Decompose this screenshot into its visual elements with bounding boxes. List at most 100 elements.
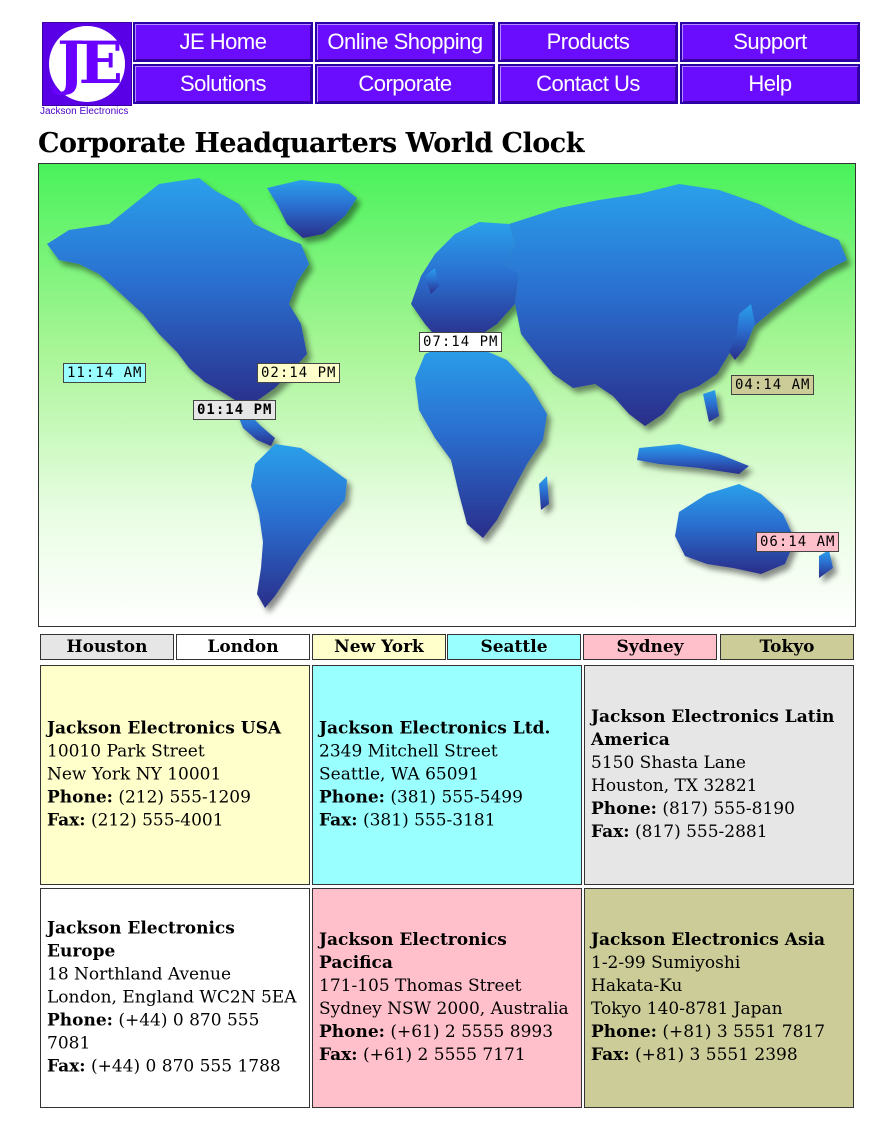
south-america-shape (251, 444, 347, 608)
clock-sydney: 06:14 AM (756, 532, 840, 552)
office-fax: Fax: (212) 555-4001 (47, 810, 303, 833)
fax-number: (+61) 2 5555 7171 (362, 1045, 526, 1065)
phone-number: (817) 555-8190 (662, 799, 795, 819)
office-phone: Phone: (+81) 3 5551 7817 (591, 1021, 847, 1044)
logo-circle (49, 26, 125, 102)
office-fax: Fax: (+81) 3 5551 2398 (591, 1044, 847, 1067)
office-address-line: Seattle, WA 65091 (319, 764, 480, 785)
office-phone: Phone: (381) 555-5499 (319, 787, 575, 810)
clock-seattle: 11:14 AM (63, 363, 147, 383)
japan-shape (729, 304, 755, 360)
office-address-line: Houston, TX 32821 (591, 776, 758, 796)
phone-label: Phone: (47, 1010, 113, 1031)
phone-number: (+44) 0 870 555 7081 (47, 1010, 260, 1054)
clock-london: 07:14 PM (419, 332, 503, 352)
nav-je-home[interactable]: JE Home (133, 22, 313, 62)
fax-label: Fax: (319, 810, 358, 831)
asia-shape (505, 184, 847, 426)
north-america-shape (47, 178, 309, 408)
world-map: 11:14 AM 02:14 PM 01:14 PM 07:14 PM 04:1… (38, 163, 856, 627)
fax-number: (212) 555-4001 (90, 810, 224, 831)
fax-label: Fax: (319, 1045, 358, 1065)
clock-houston: 01:14 PM (193, 400, 277, 420)
uk-shape (425, 268, 439, 294)
fax-label: Fax: (591, 822, 630, 842)
fax-number: (+81) 3 5551 2398 (634, 1045, 798, 1065)
nav-help[interactable]: Help (680, 64, 860, 104)
office-address-line: Sydney NSW 2000, Australia (319, 999, 569, 1019)
office-name: Jackson Electronics Ltd. (319, 718, 551, 739)
office-phone: Phone: (817) 555-8190 (591, 798, 847, 821)
nav-contact-us[interactable]: Contact Us (498, 64, 678, 104)
logo-brand-text: Jackson Electronics (40, 106, 129, 117)
office-card-usa: Jackson Electronics USA 10010 Park Stree… (40, 665, 310, 885)
main-navigation: JE Home Online Shopping Products Support… (133, 22, 860, 104)
fax-label: Fax: (47, 810, 86, 831)
office-address-line: 18 Northland Avenue (47, 964, 232, 985)
phone-label: Phone: (319, 1022, 385, 1042)
office-card-europe: Jackson Electronics Europe 18 Northland … (40, 888, 310, 1108)
clock-new-york: 02:14 PM (257, 363, 341, 383)
fax-label: Fax: (591, 1045, 630, 1065)
office-name: Jackson Electronics Pacifica (319, 930, 507, 973)
office-fax: Fax: (381) 555-3181 (319, 810, 575, 833)
tab-sydney[interactable]: Sydney (583, 634, 717, 660)
office-address-line: 5150 Shasta Lane (591, 753, 746, 773)
office-address-line: 2349 Mitchell Street (319, 741, 498, 762)
indonesia-shape (637, 444, 749, 474)
australia-shape (675, 484, 795, 574)
nav-support[interactable]: Support (680, 22, 860, 62)
phone-number: (381) 555-5499 (390, 787, 523, 808)
je-logo[interactable]: JE Jackson Electronics (40, 22, 132, 118)
phone-label: Phone: (47, 787, 113, 808)
africa-shape (415, 344, 547, 538)
office-card-asia: Jackson Electronics Asia 1-2-99 Sumiyosh… (584, 888, 854, 1108)
phone-label: Phone: (591, 1022, 657, 1042)
madagascar-shape (539, 476, 549, 510)
office-card-ltd: Jackson Electronics Ltd. 2349 Mitchell S… (312, 665, 582, 885)
fax-number: (381) 555-3181 (362, 810, 496, 831)
office-address-line: New York NY 10001 (47, 764, 222, 785)
fax-label: Fax: (47, 1056, 86, 1077)
clock-tokyo: 04:14 AM (731, 375, 815, 395)
office-name: Jackson Electronics Latin America (591, 707, 835, 750)
office-address-line: London, England WC2N 5EA (47, 987, 297, 1008)
page-title: Corporate Headquarters World Clock (38, 128, 584, 159)
office-address-line: 171-105 Thomas Street (319, 976, 522, 996)
phone-number: (+81) 3 5551 7817 (662, 1022, 826, 1042)
city-tabs: Houston London New York Seattle Sydney T… (40, 634, 856, 660)
fax-number: (817) 555-2881 (634, 822, 768, 842)
tab-tokyo[interactable]: Tokyo (720, 634, 854, 660)
office-phone: Phone: (+44) 0 870 555 7081 (47, 1010, 303, 1056)
office-fax: Fax: (817) 555-2881 (591, 821, 847, 844)
logo-letters: JE (57, 29, 123, 97)
tab-new-york[interactable]: New York (312, 634, 446, 660)
logo-badge: JE (42, 22, 132, 106)
tab-seattle[interactable]: Seattle (447, 634, 581, 660)
tab-houston[interactable]: Houston (40, 634, 174, 660)
office-card-pacifica: Jackson Electronics Pacifica 171-105 Tho… (312, 888, 582, 1108)
nav-products[interactable]: Products (498, 22, 678, 62)
europe-shape (411, 222, 519, 340)
nav-corporate[interactable]: Corporate (315, 64, 495, 104)
office-name: Jackson Electronics Europe (47, 918, 235, 962)
philippines-shape (703, 390, 719, 422)
phone-label: Phone: (319, 787, 385, 808)
greenland-shape (267, 180, 357, 238)
nav-online-shopping[interactable]: Online Shopping (315, 22, 495, 62)
office-address-line: 1-2-99 Sumiyoshi (591, 953, 741, 973)
office-fax: Fax: (+44) 0 870 555 1788 (47, 1056, 303, 1079)
phone-label: Phone: (591, 799, 657, 819)
office-name: Jackson Electronics USA (47, 718, 282, 739)
office-fax: Fax: (+61) 2 5555 7171 (319, 1044, 575, 1067)
office-address-line: Tokyo 140-8781 Japan (591, 999, 783, 1019)
office-address-line: 10010 Park Street (47, 741, 205, 762)
new-zealand-shape (819, 550, 833, 578)
office-name: Jackson Electronics Asia (591, 930, 825, 950)
office-address-line: Hakata-Ku (591, 976, 683, 996)
nav-solutions[interactable]: Solutions (133, 64, 313, 104)
office-phone: Phone: (+61) 2 5555 8993 (319, 1021, 575, 1044)
tab-london[interactable]: London (176, 634, 310, 660)
office-card-latin-america: Jackson Electronics Latin America 5150 S… (584, 665, 854, 885)
world-map-graphic (47, 178, 847, 608)
